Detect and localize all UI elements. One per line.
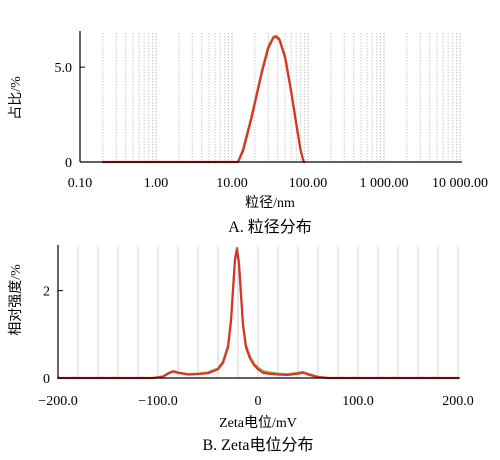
y-axis-label-b: 相对强度/% (8, 264, 24, 336)
series-group-b (56, 246, 460, 380)
x-tick-label-b: −100.0 (138, 394, 177, 409)
tick-labels-b: −200.0 −100.0 0 100.0 200.0 0 2 (38, 285, 473, 409)
y-tick-label-b: 0 (43, 372, 50, 387)
gridlines-b (57, 247, 459, 378)
y-tick-label-b: 2 (43, 285, 50, 300)
axes-b (57, 245, 460, 379)
axes-a (79, 31, 462, 163)
x-tick-label-b: 100.0 (342, 394, 374, 409)
x-axis-label-a: 粒径/nm (245, 195, 295, 211)
x-tick-label-a: 10 000.00 (432, 176, 488, 191)
x-tick-label-a: 100.00 (289, 176, 328, 191)
x-axis-label-b: Zeta电位/mV (219, 415, 297, 431)
particle-size-panel: 0.10 1.00 10.00 100.00 1 000.00 10 000.00 0 5.0… (8, 31, 488, 236)
series-line-a (101, 35, 306, 164)
gridlines-a (79, 33, 461, 162)
x-tick-label-a: 1.00 (144, 176, 169, 191)
y-axis-label-a: 占比/% (8, 76, 24, 120)
y-tick-label-a: 5.0 (55, 61, 73, 76)
series-group-a (101, 34, 306, 164)
tick-labels-a: 0.10 1.00 10.00 100.00 1 000.00 10 000.00 0 5.0 (55, 61, 489, 191)
caption-b: B. Zeta电位分布 (202, 436, 313, 454)
y-tick-label-a: 0 (65, 156, 72, 171)
series-line-b (56, 248, 460, 380)
x-tick-label-a: 1 000.00 (360, 176, 409, 191)
x-tick-label-a: 0.10 (68, 176, 93, 191)
caption-a: A. 粒径分布 (228, 218, 312, 236)
x-tick-label-b: 200.0 (442, 394, 474, 409)
x-tick-label-b: −200.0 (38, 394, 77, 409)
x-tick-label-a: 10.00 (216, 176, 248, 191)
x-tick-label-b: 0 (255, 394, 262, 409)
zeta-potential-panel: −200.0 −100.0 0 100.0 200.0 0 2 Zeta电位/mV 相对强度… (8, 245, 474, 454)
